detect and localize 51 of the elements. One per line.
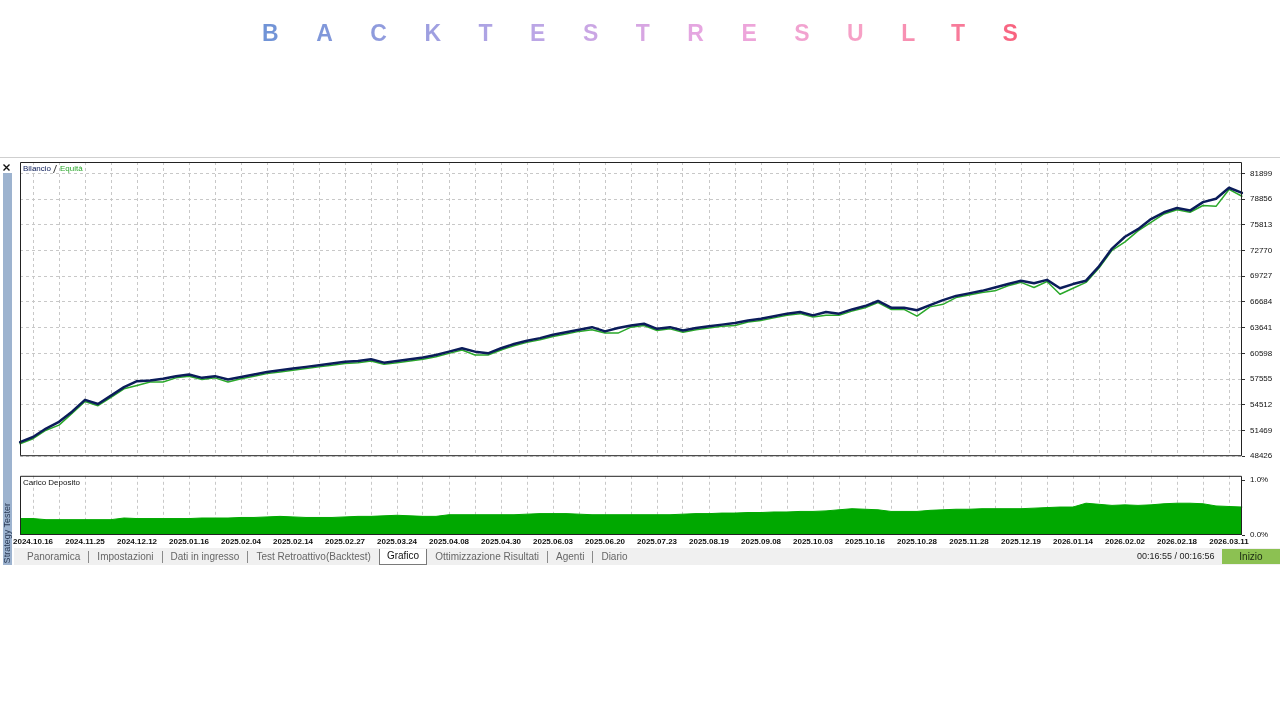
y-tick-label: 63641 [1250, 322, 1273, 332]
x-tick-label: 2024.12.12 [116, 537, 158, 546]
x-tick-label: 2025.06.20 [584, 537, 626, 546]
x-tick-label: 2026.01.14 [1052, 537, 1094, 546]
x-tick-label: 2025.02.14 [272, 537, 314, 546]
x-tick-label: 2025.08.19 [688, 537, 730, 546]
x-tick-label: 2025.04.08 [428, 537, 470, 546]
y-tick-label: 81899 [1250, 168, 1273, 178]
y-tick-label: 69727 [1250, 271, 1273, 281]
text: Dati in ingresso [170, 549, 240, 564]
y-tick-label: 57555 [1250, 374, 1273, 384]
y-tick-label: 60598 [1250, 348, 1273, 358]
button: Inizio [1222, 549, 1280, 564]
y-tick-label: 72770 [1250, 245, 1273, 255]
y-tick-label: 78856 [1250, 194, 1273, 204]
x-tick-label: 2025.10.28 [896, 537, 938, 546]
x-tick-label: 2025.09.08 [740, 537, 782, 546]
y-tick-label: 48426 [1250, 451, 1273, 461]
x-tick-label: 2025.11.28 [949, 537, 990, 546]
text: Impostazioni [97, 549, 154, 564]
x-tick-label: 2025.06.03 [532, 537, 574, 546]
x-tick-label: 2025.12.19 [1000, 537, 1042, 546]
x-tick-label: 2025.02.27 [324, 537, 366, 546]
text: Ottimizzazione Risultati [435, 549, 540, 564]
text: Panoramica [27, 549, 81, 564]
text: Equità [60, 164, 84, 174]
x-tick-label: 2025.10.16 [844, 537, 886, 546]
x-tick-label: 2026.02.02 [1104, 537, 1146, 546]
chart-title: Carico Deposito [23, 478, 81, 487]
text: Bilancio [23, 164, 52, 174]
x-tick-label: 2025.03.24 [376, 537, 418, 546]
x-tick-label: 2024.11.25 [65, 537, 106, 546]
x-tick-label: 2026.03.11 [1209, 537, 1250, 546]
y-tick-label: 0.0% [1250, 530, 1269, 540]
y-tick-label: 1.0% [1250, 475, 1269, 485]
y-tick-label: 54512 [1250, 399, 1273, 409]
text: Diario [601, 549, 628, 564]
text: Test Retroattivo(Backtest) [256, 549, 371, 564]
y-tick-label: 66684 [1250, 297, 1273, 307]
x-tick-label: 2024.10.16 [12, 537, 54, 546]
y-tick-label: 75813 [1250, 220, 1273, 230]
x-tick-label: 2025.10.03 [792, 537, 834, 546]
x-tick-label: 2025.04.30 [480, 537, 522, 546]
x-tick-label: 2025.01.16 [168, 537, 210, 546]
x-tick-label: 2026.02.18 [1156, 537, 1198, 546]
sidebar: Strategy Tester [3, 173, 12, 565]
text: 00:16:55 / 00:16:56 [1137, 551, 1215, 562]
y-tick-label: 51469 [1250, 425, 1273, 435]
x-tick-label: 2025.02.04 [220, 537, 262, 546]
x-tick-label: 2025.07.23 [636, 537, 678, 546]
text: Agenti [556, 549, 585, 564]
